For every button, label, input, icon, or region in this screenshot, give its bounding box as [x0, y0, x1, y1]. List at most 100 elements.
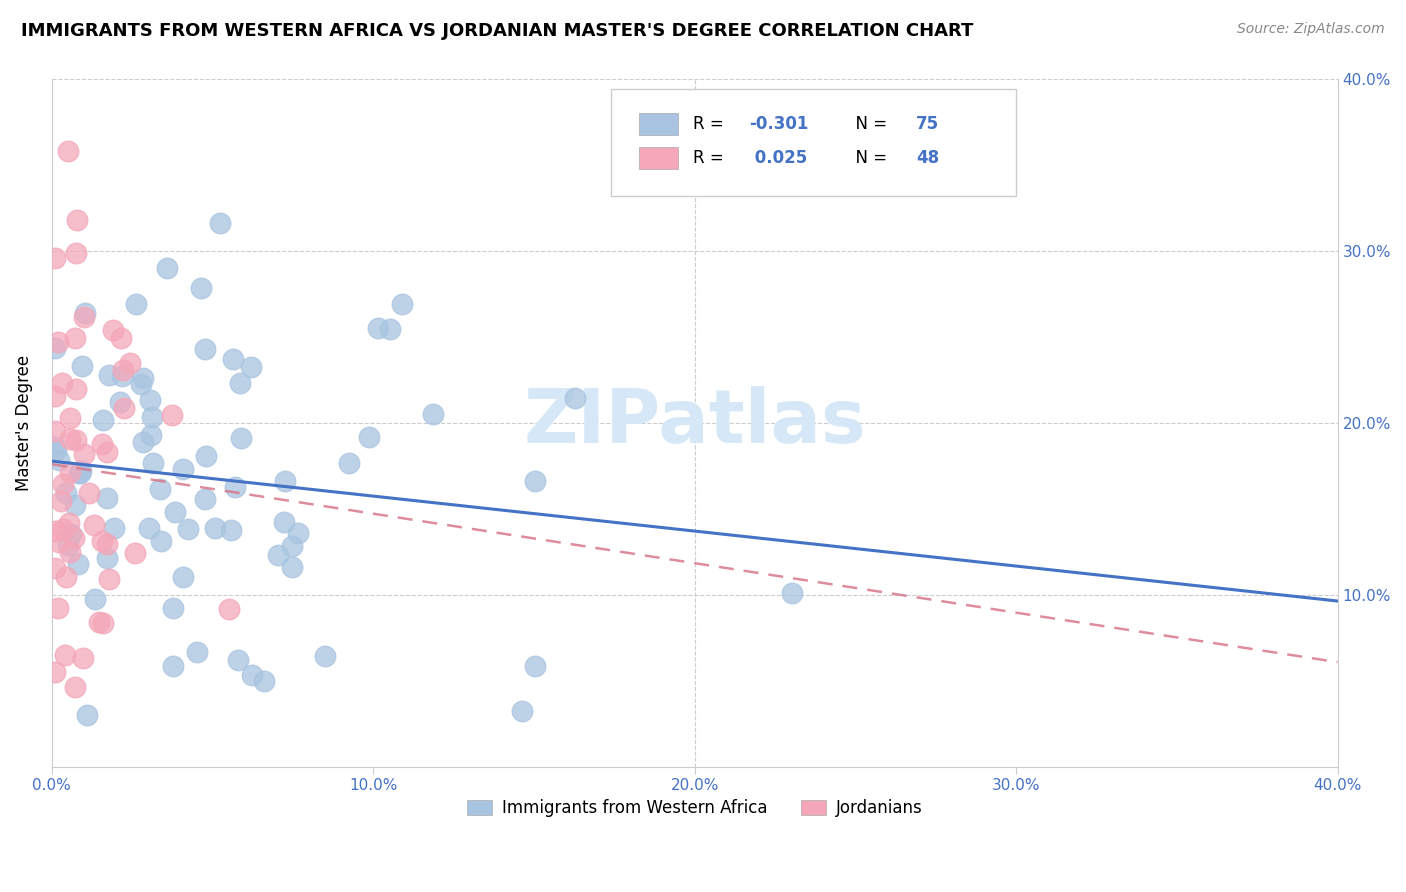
Point: [139, 427, 162, 442]
Point: [59, 433, 82, 447]
Point: [53, 648, 76, 662]
Point: [524, 474, 547, 488]
Point: [110, 331, 132, 345]
Text: R =: R =: [693, 115, 730, 133]
Point: [274, 474, 297, 488]
Point: [186, 644, 208, 658]
Point: [142, 456, 165, 470]
Point: [141, 410, 163, 425]
Point: [65, 331, 87, 345]
Text: IMMIGRANTS FROM WESTERN AFRICA VS JORDANIAN MASTER'S DEGREE CORRELATION CHART: IMMIGRANTS FROM WESTERN AFRICA VS JORDAN…: [21, 22, 973, 40]
Text: ZIPatlas: ZIPatlas: [523, 386, 866, 459]
Point: [195, 449, 218, 463]
Point: [73, 447, 96, 461]
Point: [177, 522, 200, 536]
Text: -0.301: -0.301: [749, 115, 808, 133]
Point: [190, 281, 212, 295]
Point: [62, 532, 84, 546]
Point: [59, 545, 82, 559]
Point: [240, 359, 263, 374]
Point: [222, 352, 245, 367]
Point: [124, 297, 146, 311]
Point: [96, 445, 118, 459]
Point: [163, 505, 186, 519]
Point: [162, 600, 184, 615]
Point: [138, 521, 160, 535]
Text: N =: N =: [845, 149, 893, 167]
Point: [129, 376, 152, 391]
Point: [44, 665, 66, 679]
Point: [97, 368, 120, 382]
Point: [96, 537, 118, 551]
Point: [46, 334, 69, 349]
Point: [226, 653, 249, 667]
Point: [79, 486, 101, 500]
Point: [52, 522, 75, 536]
Point: [337, 456, 360, 470]
Point: [224, 481, 246, 495]
Point: [44, 561, 66, 575]
Point: [287, 526, 309, 541]
Point: [267, 548, 290, 562]
Point: [70, 464, 93, 478]
Point: [160, 409, 183, 423]
Point: [91, 413, 114, 427]
Point: [48, 453, 70, 467]
Point: [273, 516, 295, 530]
Bar: [640, 147, 678, 169]
Point: [72, 651, 94, 665]
Point: [56, 144, 79, 158]
Point: [66, 213, 89, 227]
Point: [523, 658, 546, 673]
Point: [44, 251, 66, 265]
Point: [55, 486, 77, 500]
Point: [59, 465, 82, 479]
Point: [218, 602, 240, 616]
Point: [281, 539, 304, 553]
Point: [60, 527, 83, 541]
Point: [510, 705, 533, 719]
Point: [91, 534, 114, 549]
Text: 0.025: 0.025: [749, 149, 807, 167]
Point: [91, 616, 114, 631]
Point: [150, 534, 173, 549]
Point: [204, 521, 226, 535]
Point: [194, 491, 217, 506]
Point: [51, 494, 73, 508]
Point: [110, 395, 132, 409]
Point: [69, 466, 91, 480]
Legend: Immigrants from Western Africa, Jordanians: Immigrants from Western Africa, Jordania…: [460, 792, 929, 823]
Point: [58, 516, 80, 530]
Point: [72, 310, 94, 324]
Point: [112, 401, 135, 416]
Point: [44, 342, 66, 356]
Point: [65, 382, 87, 396]
Point: [65, 245, 87, 260]
Text: Source: ZipAtlas.com: Source: ZipAtlas.com: [1237, 22, 1385, 37]
Point: [103, 521, 125, 535]
Point: [111, 362, 134, 376]
Point: [380, 322, 402, 336]
Point: [96, 551, 118, 566]
Point: [46, 601, 69, 615]
Point: [76, 708, 98, 723]
Point: [44, 424, 66, 438]
Y-axis label: Master's Degree: Master's Degree: [15, 355, 32, 491]
Point: [45, 443, 67, 458]
Point: [84, 591, 107, 606]
Point: [391, 297, 413, 311]
Point: [314, 649, 336, 664]
Point: [780, 586, 803, 600]
Point: [252, 673, 274, 688]
Point: [172, 462, 194, 476]
Point: [229, 376, 252, 390]
Point: [162, 659, 184, 673]
Point: [357, 430, 380, 444]
Point: [124, 545, 146, 559]
Point: [51, 376, 73, 390]
Point: [67, 557, 90, 571]
Point: [240, 667, 263, 681]
Point: [132, 434, 155, 449]
Point: [219, 523, 242, 537]
Point: [83, 518, 105, 533]
